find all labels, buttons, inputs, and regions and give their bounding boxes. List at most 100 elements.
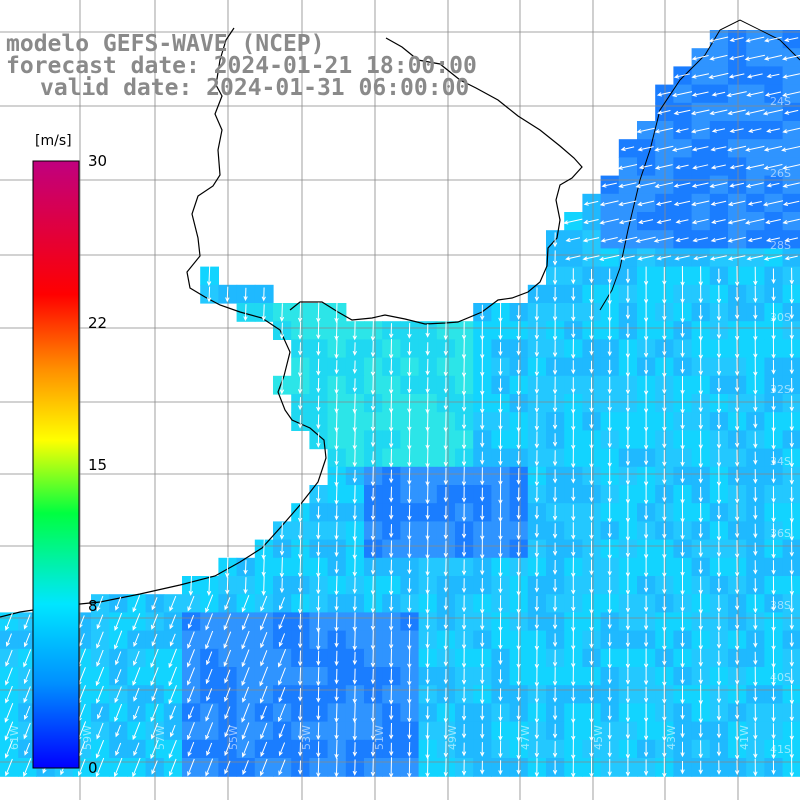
wind-arrow xyxy=(5,649,13,667)
wind-arrow xyxy=(498,393,503,414)
wind-arrow xyxy=(260,722,268,740)
wind-arrow xyxy=(625,467,631,486)
wind-arrow xyxy=(407,595,412,613)
wind-arrow xyxy=(534,450,540,467)
wind-arrow xyxy=(425,706,430,720)
wind-arrow xyxy=(734,432,740,448)
wind-arrow xyxy=(516,375,521,396)
wind-arrow xyxy=(114,669,122,684)
wind-arrow xyxy=(480,304,485,321)
wind-arrow xyxy=(692,164,709,170)
wind-arrow xyxy=(698,760,703,775)
longitude-label: 61W xyxy=(8,725,21,750)
wind-arrow xyxy=(407,377,412,394)
wind-arrow xyxy=(635,182,656,189)
wind-arrow xyxy=(690,127,710,134)
wind-arrow xyxy=(498,540,503,559)
wind-arrow xyxy=(224,669,231,684)
wind-arrow xyxy=(97,706,103,720)
wind-arrow xyxy=(334,596,339,612)
wind-arrow xyxy=(716,705,722,722)
wind-arrow xyxy=(334,632,339,648)
wind-arrow xyxy=(698,469,703,484)
wind-arrow xyxy=(552,394,558,413)
wind-arrow xyxy=(461,321,467,340)
wind-arrow xyxy=(241,722,250,740)
wind-arrow xyxy=(461,742,467,757)
wind-arrow xyxy=(734,706,740,720)
wind-arrow xyxy=(662,666,667,687)
wind-arrow xyxy=(662,757,667,778)
wind-arrow xyxy=(188,706,194,720)
wind-arrow xyxy=(782,73,800,79)
wind-arrow xyxy=(132,613,141,631)
wind-arrow xyxy=(241,741,250,758)
wind-arrow xyxy=(389,431,394,449)
wind-arrow xyxy=(443,396,449,411)
wind-arrow xyxy=(279,376,285,395)
wind-arrow xyxy=(480,593,485,615)
wind-arrow xyxy=(241,703,250,723)
wind-arrow xyxy=(298,742,303,757)
wind-arrow xyxy=(425,484,430,505)
wind-arrow xyxy=(388,376,394,395)
wind-arrow xyxy=(498,378,503,393)
wind-arrow xyxy=(388,757,394,779)
wind-arrow xyxy=(279,578,285,594)
wind-arrow xyxy=(552,705,558,721)
wind-arrow xyxy=(716,378,722,393)
wind-arrow xyxy=(516,687,521,702)
wind-arrow xyxy=(334,722,339,740)
wind-arrow xyxy=(753,523,758,539)
wind-arrow xyxy=(425,377,430,394)
wind-arrow xyxy=(571,323,576,339)
wind-arrow xyxy=(187,595,195,612)
wind-arrow xyxy=(4,740,13,759)
wind-arrow xyxy=(789,520,794,542)
wind-arrow xyxy=(23,632,31,648)
wind-arrow xyxy=(607,524,612,539)
wind-arrow xyxy=(498,484,503,505)
wind-arrow xyxy=(691,200,710,207)
wind-arrow xyxy=(763,164,783,170)
wind-arrow xyxy=(789,758,794,778)
wind-arrow xyxy=(691,218,709,225)
wind-arrow xyxy=(662,523,667,539)
wind-arrow xyxy=(370,320,376,342)
latitude-label: 24S xyxy=(770,95,791,108)
wind-arrow xyxy=(744,109,765,116)
wind-arrow xyxy=(753,651,758,666)
wind-arrow xyxy=(498,577,503,594)
wind-arrow xyxy=(133,742,140,757)
wind-arrow xyxy=(709,109,728,116)
wind-arrow xyxy=(498,704,503,722)
wind-arrow xyxy=(298,578,303,593)
wind-arrow xyxy=(352,430,357,451)
wind-arrow xyxy=(316,486,321,504)
wind-arrow xyxy=(150,648,159,668)
wind-arrow xyxy=(316,686,321,703)
wind-arrow xyxy=(583,200,599,206)
wind-arrow xyxy=(425,323,430,338)
wind-arrow xyxy=(516,738,521,760)
wind-arrow xyxy=(782,127,800,134)
wind-arrow xyxy=(607,647,612,670)
wind-arrow xyxy=(625,520,631,542)
wind-arrow xyxy=(4,721,14,741)
wind-arrow xyxy=(352,469,358,484)
wind-arrow xyxy=(662,629,667,651)
wind-arrow xyxy=(662,394,667,413)
wind-arrow xyxy=(789,321,794,340)
wind-arrow xyxy=(260,741,268,757)
wind-arrow xyxy=(461,668,467,685)
wind-arrow xyxy=(279,522,285,540)
wind-arrow xyxy=(782,54,800,61)
wind-arrow xyxy=(662,412,667,432)
wind-arrow xyxy=(734,265,740,287)
wind-arrow xyxy=(205,722,214,741)
wind-arrow xyxy=(552,340,558,358)
wind-arrow xyxy=(352,629,357,651)
wind-arrow xyxy=(443,321,448,341)
wind-arrow xyxy=(765,219,781,225)
wind-arrow xyxy=(133,705,140,721)
